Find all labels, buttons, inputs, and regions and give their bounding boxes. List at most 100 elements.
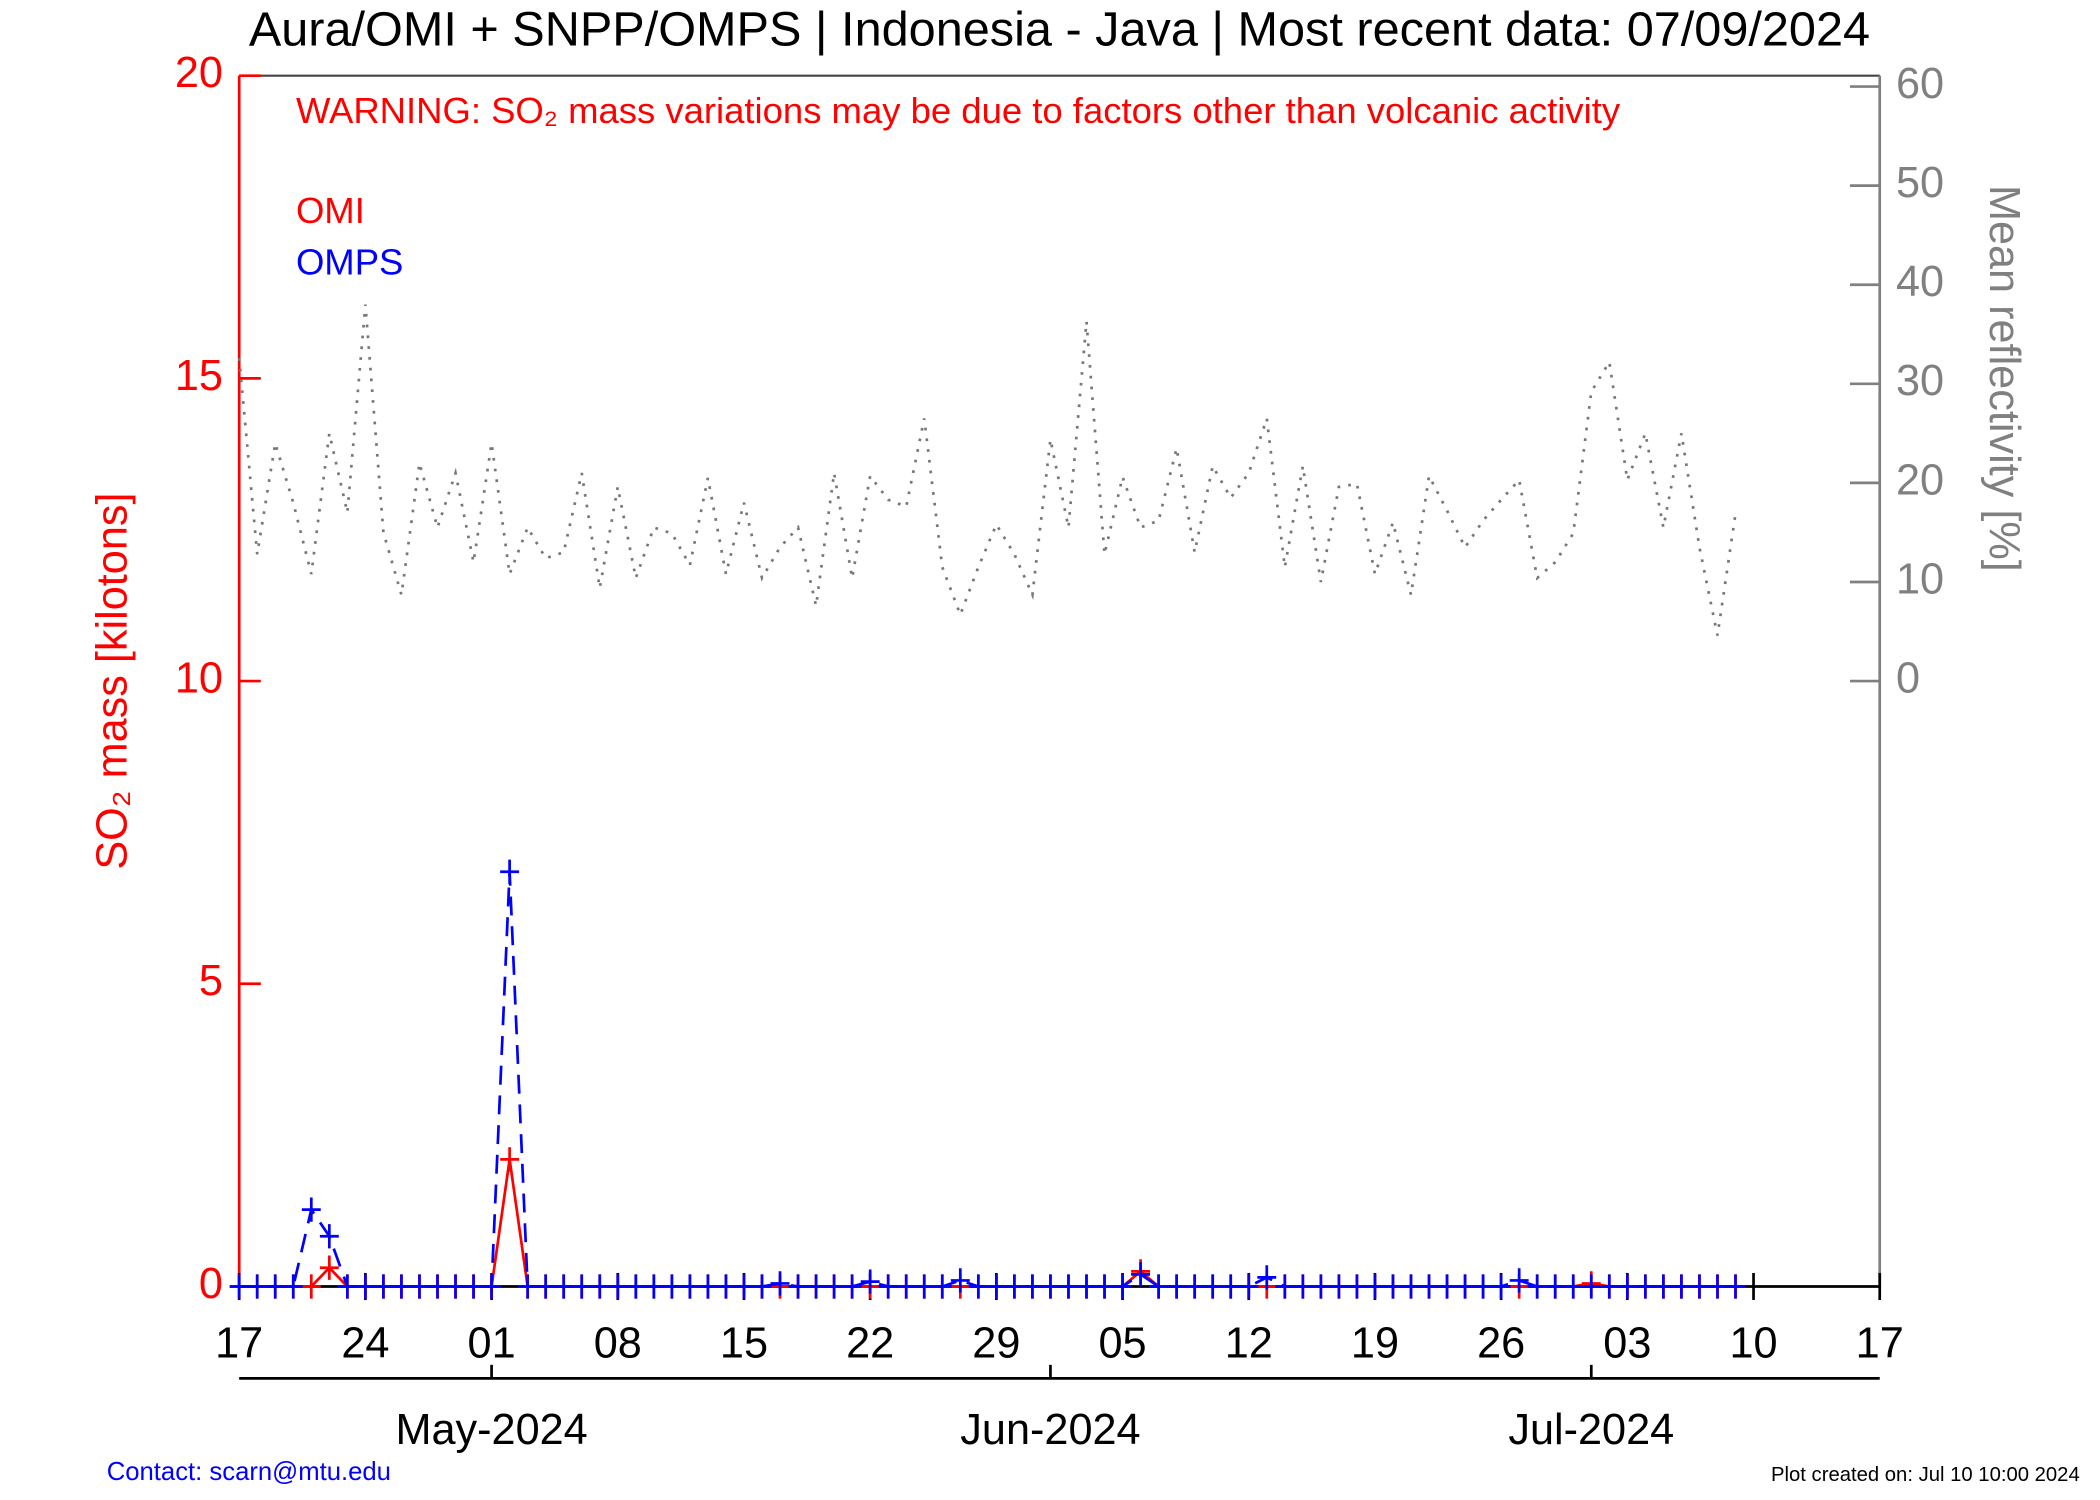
data-marker [1419, 1274, 1439, 1299]
y2-tick-label: 50 [1896, 159, 1944, 207]
data-marker [1185, 1274, 1205, 1299]
y2-tick-label: 40 [1896, 258, 1944, 306]
y-tick-label: 0 [199, 1260, 223, 1308]
data-marker [1131, 1262, 1151, 1287]
data-marker [536, 1274, 556, 1299]
data-marker [283, 1274, 303, 1299]
data-marker [1437, 1274, 1457, 1299]
x-tick-label: 12 [1225, 1319, 1273, 1367]
data-marker [950, 1268, 970, 1293]
data-marker [1671, 1274, 1691, 1299]
data-marker [770, 1271, 790, 1296]
data-marker [554, 1274, 574, 1299]
data-marker [896, 1274, 916, 1299]
data-marker [1455, 1274, 1475, 1299]
y2-tick-label: 60 [1896, 60, 1944, 108]
data-marker [1726, 1274, 1745, 1299]
x-tick-label: 24 [341, 1319, 389, 1367]
y-tick-label: 5 [199, 957, 223, 1005]
data-marker [1239, 1274, 1259, 1299]
series-line [239, 871, 1736, 1288]
data-marker [1257, 1265, 1277, 1290]
data-marker [1167, 1274, 1187, 1299]
data-marker [1059, 1274, 1078, 1299]
footer-created: Plot created on: Jul 10 10:00 2024 [1771, 1464, 2080, 1486]
data-marker [247, 1274, 267, 1299]
data-marker [752, 1274, 772, 1299]
data-marker [1545, 1274, 1565, 1299]
data-marker [319, 1224, 339, 1249]
data-marker [464, 1274, 484, 1299]
data-marker [355, 1274, 375, 1299]
x-tick-label: 05 [1099, 1319, 1147, 1367]
x-tick-label: 17 [1856, 1319, 1904, 1367]
data-marker [1689, 1274, 1709, 1299]
data-marker [1473, 1274, 1493, 1299]
data-marker [482, 1274, 502, 1299]
data-marker [1365, 1274, 1385, 1299]
legend-entry: OMPS [296, 242, 403, 283]
data-marker [788, 1274, 808, 1299]
data-marker [1383, 1274, 1403, 1299]
data-marker [1293, 1274, 1313, 1299]
x-tick-label: 29 [972, 1319, 1020, 1367]
data-marker [1077, 1274, 1096, 1299]
legend-entry: OMI [296, 190, 365, 231]
data-marker [734, 1274, 754, 1299]
data-marker [410, 1274, 429, 1299]
data-marker [608, 1274, 628, 1299]
x-tick-label: 10 [1729, 1319, 1777, 1367]
data-marker [1311, 1274, 1331, 1299]
data-marker [1491, 1274, 1511, 1299]
data-marker [1203, 1274, 1223, 1299]
data-marker [698, 1274, 718, 1299]
data-marker [1329, 1274, 1349, 1299]
data-marker [680, 1274, 700, 1299]
data-marker [446, 1274, 465, 1299]
x-tick-label: 22 [846, 1319, 894, 1367]
month-label: May-2024 [395, 1406, 587, 1454]
series-line [239, 1159, 1736, 1288]
chart-title: Aura/OMI + SNPP/OMPS | Indonesia - Java … [249, 2, 1870, 56]
month-label: Jul-2024 [1508, 1406, 1674, 1454]
data-marker [428, 1274, 447, 1299]
data-marker [301, 1274, 321, 1299]
warning-annotation: WARNING: SO₂ mass variations may be due … [296, 90, 1621, 131]
data-marker [518, 1274, 538, 1299]
data-marker [572, 1274, 592, 1299]
data-marker [1563, 1274, 1583, 1299]
data-marker [1708, 1274, 1727, 1299]
data-marker [1581, 1274, 1601, 1299]
data-marker [842, 1274, 862, 1299]
data-marker [1149, 1274, 1169, 1299]
data-marker [265, 1274, 285, 1299]
data-marker [644, 1274, 664, 1299]
data-marker [914, 1274, 934, 1299]
data-marker [1635, 1274, 1655, 1299]
footer-contact: Contact: scarn@mtu.edu [107, 1458, 391, 1486]
data-marker [1347, 1274, 1367, 1299]
data-marker [1022, 1274, 1042, 1299]
data-marker [391, 1274, 411, 1299]
data-marker [1401, 1274, 1421, 1299]
x-tick-label: 19 [1351, 1319, 1399, 1367]
data-marker [590, 1274, 610, 1299]
data-marker [1275, 1274, 1295, 1299]
y2-tick-label: 10 [1896, 555, 1944, 603]
series-line [237, 304, 1737, 636]
y2-tick-label: 20 [1896, 456, 1944, 504]
x-tick-label: 17 [215, 1319, 263, 1367]
data-marker [932, 1274, 952, 1299]
data-marker [1617, 1274, 1637, 1299]
month-label: Jun-2024 [960, 1406, 1140, 1454]
data-marker [968, 1274, 988, 1299]
data-marker [229, 1274, 249, 1299]
data-marker [500, 1147, 520, 1172]
data-marker [824, 1274, 844, 1299]
data-marker [373, 1274, 393, 1299]
x-tick-label: 26 [1477, 1319, 1525, 1367]
data-marker [626, 1274, 646, 1299]
data-marker [806, 1274, 826, 1299]
